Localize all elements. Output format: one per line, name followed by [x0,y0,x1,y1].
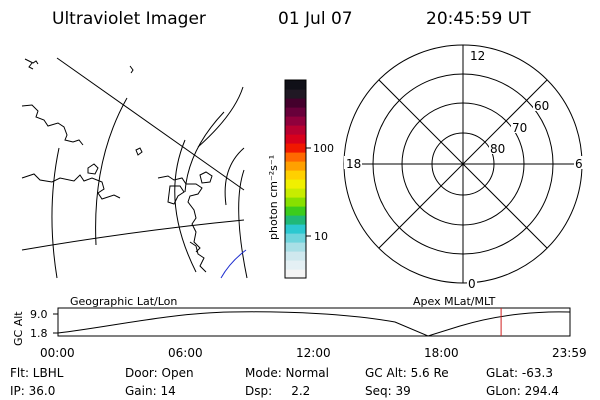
polar-labels: 12 0 18 6 60 70 80 [344,48,584,291]
time-label: 20:45:59 UT [426,9,531,29]
colorbar-segment [285,161,306,171]
timeline-xtick-2: 12:00 [296,346,331,360]
colorbar-frame [284,79,307,279]
colorbar-segment [285,143,306,153]
imager-title: Ultraviolet Imager [52,9,206,29]
coast-fragment-2 [28,62,34,70]
colorbar-segment [285,260,306,270]
polar-label-6: 6 [575,157,583,171]
colorbar-segment [285,152,306,162]
coast-right [199,171,213,184]
timeline-xtick-4: 23:59 [552,346,587,360]
latitude-line-lower [21,219,245,251]
polar-label-60-bg [533,98,553,111]
timeline-xtick-1: 06:00 [168,346,203,360]
latitude-arc-outer [51,147,60,279]
colorbar-segment [285,98,306,108]
polar-label-80: 80 [490,142,505,156]
colorbar-segment [285,170,306,180]
colorbar-segment [285,224,306,234]
colorbar-segment [285,206,306,216]
timeline-frame [57,307,571,337]
info-glat: GLat: -63.3 [486,366,553,380]
polar-label-6-bg [574,156,584,169]
colorbar-segment [285,125,306,135]
altitude-curve [57,311,571,337]
colorbar-unit-label: photon cm⁻²s⁻¹ [267,155,280,240]
coast-cape [21,173,121,200]
polar-label-70-bg [511,120,531,133]
latitude-arc-right [174,139,197,273]
magnetic-line [220,249,247,279]
colorbar-segment [285,242,306,252]
colorbar-segment [285,188,306,198]
timeline-xtick-3: 18:00 [424,346,459,360]
coast-fragment-1 [24,58,39,65]
longitude-line [56,57,245,191]
colorbar-segment [285,197,306,207]
colorbar-segment [285,116,306,126]
coast-island-1 [87,163,99,175]
timeline-y-max: 9.0 [30,308,48,321]
colorbar-segment [285,134,306,144]
colorbar-tick-label-100: 100 [313,142,334,155]
info-glon: GLon: 294.4 [486,384,559,398]
timeline-y-min: 1.8 [30,327,48,340]
polar-label-18: 18 [346,157,361,171]
coast-island-2 [135,147,143,156]
colorbar-segment [285,107,306,117]
colorbar-segment [285,179,306,189]
timeline-y-label: GC Alt [12,311,25,346]
info-gain: Gain: 14 [125,384,176,398]
polar-label-12-bg [469,48,485,62]
timeline-right-title: Apex MLat/MLT [413,295,496,308]
colorbar: 100 10 photon cm⁻²s⁻¹ [267,79,334,279]
peninsula-tip [167,185,185,205]
info-seq: Seq: 39 [365,384,411,398]
coast-lower [189,241,207,273]
info-ip: IP: 36.0 [10,384,55,398]
polar-label-70: 70 [512,121,527,135]
colorbar-tick-label-10: 10 [314,230,328,243]
polar-label-0: 0 [468,277,476,291]
peninsula [157,175,203,253]
polar-label-60: 60 [534,99,549,113]
info-filter: Flt: LBHL [10,366,64,380]
colorbar-segment [285,215,306,225]
info-door: Door: Open [125,366,194,380]
colorbar-segment [285,251,306,261]
polar-diagonal-2 [378,79,548,249]
timeline-xtick-0: 00:00 [40,346,75,360]
latitude-arc-right-4 [238,169,248,279]
geographic-map [21,57,248,279]
latitude-arc-right-3 [224,147,245,206]
polar-label-18-bg [344,156,362,169]
polar-label-80-bg [489,141,509,154]
latitude-arc-mid [95,97,128,246]
polar-plot [343,44,583,284]
date-label: 01 Jul 07 [278,9,353,29]
latitude-arc-inner [197,86,244,148]
coast-fragment-3 [129,65,134,74]
colorbar-segment [285,269,306,279]
colorbar-segment [285,233,306,243]
colorbar-segment [285,89,306,99]
info-gc-alt: GC Alt: 5.6 Re [365,366,449,380]
polar-label-12: 12 [470,49,485,63]
polar-label-0-bg [467,276,477,290]
timeline-left-title: Geographic Lat/Lon [70,295,177,308]
info-mode: Mode: Normal [245,366,329,380]
timeline: Geographic Lat/Lon Apex MLat/MLT GC Alt … [12,295,587,360]
info-panel: Flt: LBHL Door: Open Mode: Normal GC Alt… [10,366,559,398]
colorbar-segment [285,80,306,90]
coast-north [21,104,84,146]
info-dsp: Dsp: 2.2 [245,384,310,398]
